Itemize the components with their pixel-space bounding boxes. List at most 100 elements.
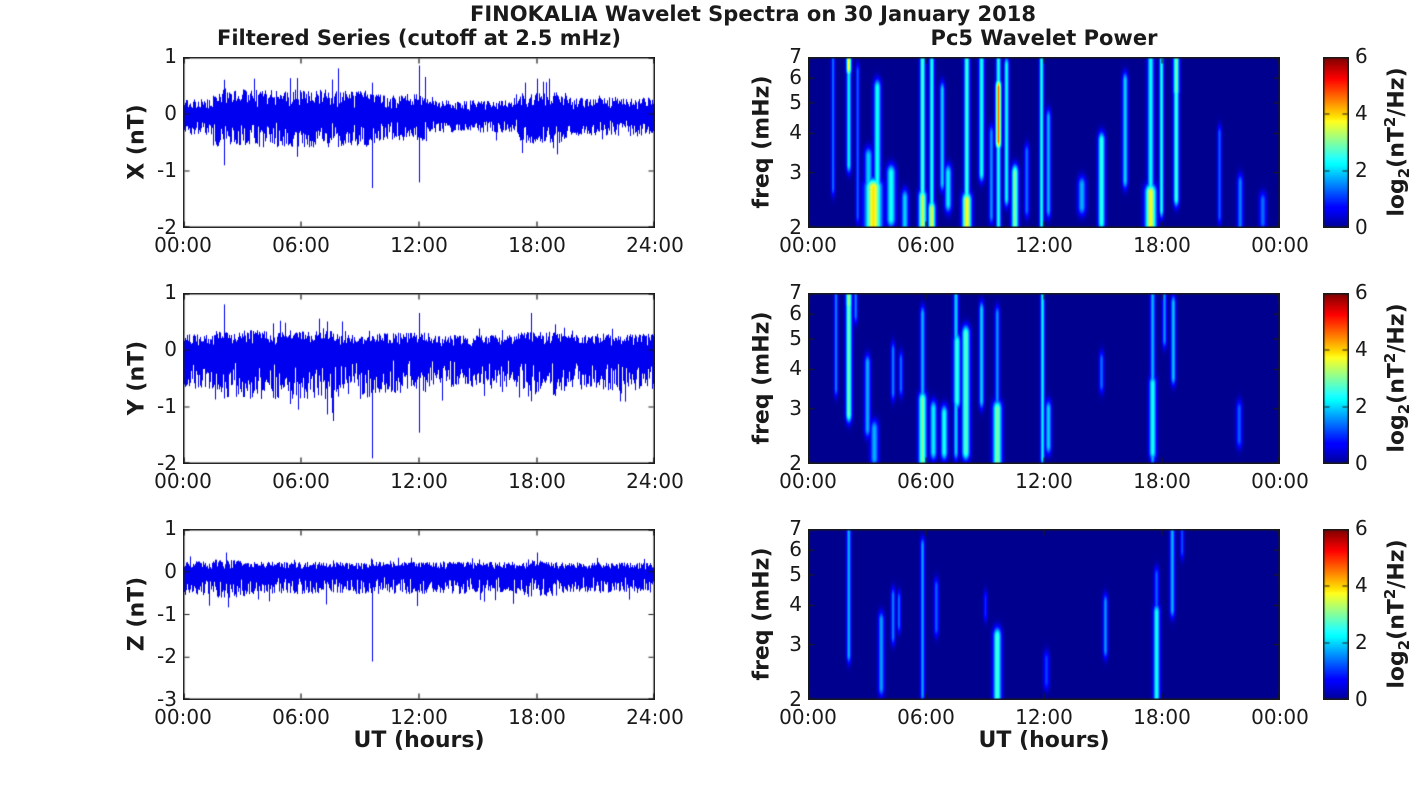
x-tick-label: 2: [1355, 630, 1368, 654]
y-tick-label: -1: [157, 394, 177, 418]
x-tick-label: 12:00: [390, 469, 448, 493]
panel-y-series: Y (nT) 1 0 -1 -2 00:00 06:00 12:00 18:00 24:00: [125, 280, 684, 493]
y-series-plot: [183, 293, 655, 464]
y-tick-label: 2: [789, 451, 802, 475]
y-tick-label: 4: [789, 592, 802, 617]
figure-title: FINOKALIA Wavelet Spectra on 30 January …: [470, 2, 1036, 26]
x-tick-label: 00:00: [1251, 469, 1309, 493]
x-tick-label: 12:00: [390, 233, 448, 257]
x-tick-label: 2: [1355, 394, 1368, 418]
x-tick-label: 6: [1355, 44, 1368, 68]
x-tick-label: 18:00: [1133, 469, 1191, 493]
x-tick-label: 06:00: [897, 469, 955, 493]
left-column-title: Filtered Series (cutoff at 2.5 mHz): [216, 26, 622, 50]
x-tick-label: 18:00: [508, 705, 566, 729]
x-series-xticks: 00:00 06:00 12:00 18:00 24:00: [154, 228, 684, 258]
colorbar-label: log2(nT2/Hz): [1381, 67, 1413, 217]
y-tick-label: 1: [164, 280, 177, 304]
x-tick-label: 00:00: [154, 705, 212, 729]
y-tick-label: 0: [164, 101, 177, 125]
x-tick-label: 00:00: [154, 469, 212, 493]
colorbar-row2: 6 4 2 0 log2(nT2/Hz): [1323, 280, 1413, 475]
x-tick-label: 06:00: [897, 233, 955, 257]
colorbar-ticks: 6 4 2 0: [1355, 44, 1395, 239]
z-wavelet-xticks: 00:00 06:00 12:00 18:00 00:00: [779, 700, 1309, 730]
x-wavelet-xticks: 00:00 06:00 12:00 18:00 00:00: [779, 228, 1309, 258]
y-tick-label: 1: [164, 516, 177, 540]
y-tick-label: 3: [789, 159, 802, 184]
y-tick-label: 4: [789, 356, 802, 381]
x-tick-label: 00:00: [154, 233, 212, 257]
x-tick-label: 00:00: [1251, 705, 1309, 729]
x-tick-label: 18:00: [508, 233, 566, 257]
x-tick-label: 24:00: [626, 469, 684, 493]
colorbar-row1: 6 4 2 0 log2(nT2/Hz): [1323, 44, 1413, 239]
y-tick-label: 4: [789, 120, 802, 145]
x-tick-label: 06:00: [272, 469, 330, 493]
y-tick-label: 0: [164, 337, 177, 361]
x-tick-label: 0: [1355, 687, 1368, 711]
x-tick-label: 18:00: [508, 469, 566, 493]
y-tick-label: 6: [789, 537, 802, 562]
y-tick-label: 6: [789, 301, 802, 326]
y-tick-label: -2: [157, 451, 177, 475]
x-tick-label: 00:00: [779, 469, 837, 493]
x-tick-label: 6: [1355, 516, 1368, 540]
y-tick-label: 7: [789, 44, 802, 68]
x-tick-label: 12:00: [1015, 705, 1073, 729]
y-tick-label: 3: [789, 631, 802, 656]
z-series-xticks: 00:00 06:00 12:00 18:00 24:00: [154, 700, 684, 730]
x-series-plot: [183, 57, 655, 228]
x-tick-label: 18:00: [1133, 705, 1191, 729]
x-tick-label: 06:00: [272, 233, 330, 257]
y-tick-label: -1: [157, 601, 177, 626]
x-tick-label: 24:00: [626, 705, 684, 729]
y-tick-label: 3: [789, 395, 802, 420]
y-wavelet-xticks: 00:00 06:00 12:00 18:00 00:00: [779, 464, 1309, 494]
y-tick-label: -3: [157, 687, 177, 711]
x-tick-label: 4: [1355, 573, 1368, 597]
x-tick-label: 12:00: [1015, 469, 1073, 493]
y-wavelet-spectrogram: [808, 293, 1280, 464]
right-column-title: Pc5 Wavelet Power: [930, 26, 1158, 50]
x-tick-label: 00:00: [1251, 233, 1309, 257]
y-tick-label: 5: [789, 561, 802, 586]
x-tick-label: 0: [1355, 451, 1368, 475]
panel-x-series: X (nT) 1 0 -1 -2 00:00 06:00 12:00 18:00 24:00: [125, 44, 684, 257]
x-tick-label: 0: [1355, 215, 1368, 239]
x-tick-label: 4: [1355, 101, 1368, 125]
x-tick-label: 06:00: [897, 705, 955, 729]
y-tick-label: -2: [157, 215, 177, 239]
x-tick-label: 6: [1355, 280, 1368, 304]
y-series-yticks: 1 0 -1 -2: [109, 280, 177, 475]
x-wavelet-spectrogram: [808, 57, 1280, 228]
x-tick-label: 00:00: [779, 233, 837, 257]
y-tick-label: 2: [789, 687, 802, 711]
y-tick-label: 7: [789, 516, 802, 540]
colorbar-ticks: 6 4 2 0: [1355, 280, 1395, 475]
y-series-xticks: 00:00 06:00 12:00 18:00 24:00: [154, 464, 684, 494]
x-tick-label: 12:00: [390, 705, 448, 729]
z-series-plot: [183, 529, 655, 700]
colorbar-gradient: [1323, 57, 1349, 228]
y-tick-label: 5: [789, 325, 802, 350]
colorbar-row3: 6 4 2 0 log2(nT2/Hz): [1323, 516, 1413, 711]
colorbar-gradient: [1323, 529, 1349, 700]
x-tick-label: 12:00: [1015, 233, 1073, 257]
x-tick-label: 2: [1355, 158, 1368, 182]
colorbar-ticks: 6 4 2 0: [1355, 516, 1395, 711]
x-series-yticks: 1 0 -1 -2: [109, 44, 177, 239]
y-tick-label: 1: [164, 44, 177, 68]
colorbar-label: log2(nT2/Hz): [1381, 539, 1413, 689]
z-wavelet-spectrogram: [808, 529, 1280, 700]
y-tick-label: -2: [157, 644, 177, 669]
y-tick-label: 5: [789, 89, 802, 114]
x-tick-label: 18:00: [1133, 233, 1191, 257]
y-tick-label: 2: [789, 215, 802, 239]
